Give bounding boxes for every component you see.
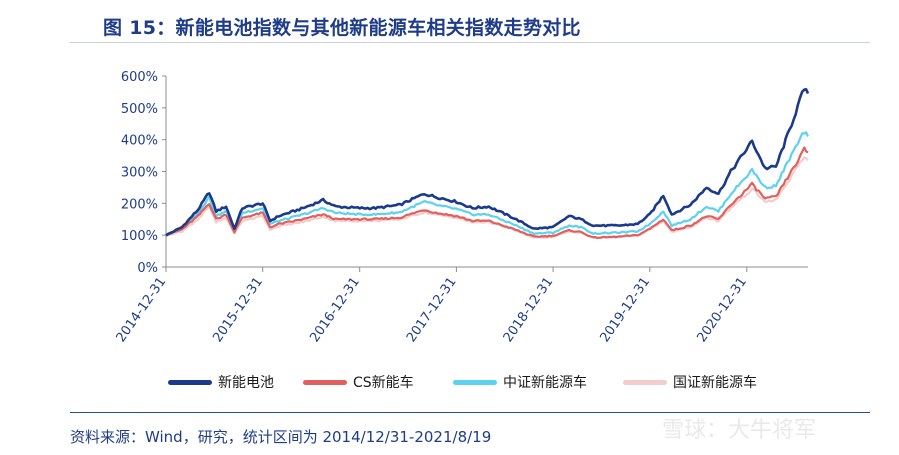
legend-item: 新能电池: [168, 372, 274, 392]
x-tick-label: 2015-12-31: [210, 275, 266, 346]
legend-label: 新能电池: [218, 375, 274, 391]
source-divider: [70, 412, 870, 413]
x-tick-label: 2018-12-31: [501, 275, 557, 346]
y-tick-label: 100%: [121, 229, 158, 244]
y-tick-label: 300%: [121, 166, 158, 181]
legend-label: CS新能车: [353, 375, 414, 391]
source-note: 资料来源：Wind，研究，统计区间为 2014/12/31-2021/8/19: [70, 428, 492, 446]
series-line-4: [165, 156, 809, 239]
chart-axes: [162, 75, 808, 272]
y-tick-label: 400%: [121, 134, 158, 149]
x-tick-label: 2017-12-31: [404, 275, 460, 346]
legend-swatch: [453, 379, 497, 385]
series-line-2: [165, 146, 809, 240]
page-title: 图 15：新能电池指数与其他新能源车相关指数走势对比: [103, 17, 581, 39]
x-tick-label: 2020-12-31: [694, 275, 750, 346]
legend-item: 国证新能源车: [623, 372, 757, 392]
y-tick-label: 200%: [121, 197, 158, 212]
x-tick-label: 2016-12-31: [307, 275, 363, 346]
x-tick-label: 2019-12-31: [597, 275, 653, 346]
x-tick-label: 2014-12-31: [114, 275, 170, 346]
y-tick-label: 500%: [121, 102, 158, 117]
legend-swatch: [168, 379, 212, 385]
y-tick-label: 0%: [137, 261, 158, 276]
y-tick-label: 600%: [121, 70, 158, 85]
legend-swatch: [303, 379, 347, 385]
legend-item: CS新能车: [303, 372, 414, 392]
legend-item: 中证新能源车: [453, 372, 587, 392]
legend-label: 中证新能源车: [503, 375, 587, 391]
legend-swatch: [623, 379, 667, 385]
watermark: 雪球：大牛将军: [662, 418, 817, 443]
chart-series: [165, 88, 810, 240]
series-line-3: [165, 131, 810, 237]
series-line-1: [165, 88, 810, 237]
title-divider: [70, 42, 870, 43]
legend-label: 国证新能源车: [673, 375, 757, 391]
chart-legend: 新能电池 CS新能车 中证新能源车 国证新能源车: [168, 372, 848, 392]
